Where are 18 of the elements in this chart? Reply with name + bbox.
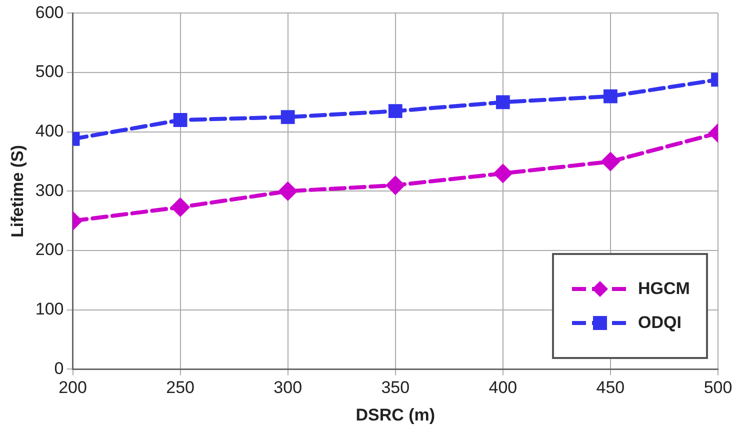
x-tick-label: 250: [166, 378, 194, 398]
x-axis-title: DSRC (m): [356, 405, 436, 424]
x-tick-label: 400: [488, 378, 518, 398]
y-tick-label: 200: [35, 240, 64, 260]
y-tick-label: 300: [35, 180, 64, 200]
y-tick-label: 400: [35, 122, 64, 141]
legend-label: HGCM: [638, 279, 690, 300]
y-tick-label: 500: [35, 62, 64, 82]
x-tick-label: 350: [381, 378, 410, 398]
y-tick-label: 100: [35, 300, 64, 319]
x-tick-label: 450: [596, 378, 625, 398]
y-tick-label: 0: [54, 358, 64, 378]
x-tick-label: 200: [58, 378, 87, 398]
x-tick-label: 300: [274, 378, 302, 398]
legend-label: ODQI: [638, 313, 682, 334]
y-axis-title: Lifetime (S): [8, 144, 27, 238]
y-tick-label: 600: [35, 2, 64, 22]
x-tick-label: 500: [704, 378, 732, 398]
